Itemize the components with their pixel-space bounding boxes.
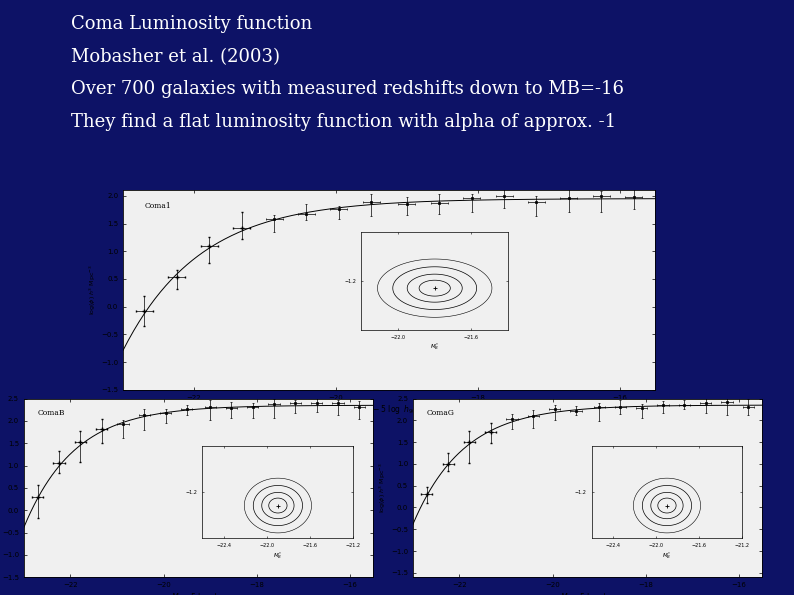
Text: Coma1: Coma1 xyxy=(145,202,171,211)
X-axis label: $M_B^*$: $M_B^*$ xyxy=(430,342,440,352)
X-axis label: $M_B^*$: $M_B^*$ xyxy=(662,550,672,560)
Text: Over 700 galaxies with measured redshifts down to MB=-16: Over 700 galaxies with measured redshift… xyxy=(71,80,624,98)
Text: ComaB: ComaB xyxy=(38,409,65,417)
X-axis label: $M_B^*$: $M_B^*$ xyxy=(273,550,283,560)
Text: They find a flat luminosity function with alpha of approx. -1: They find a flat luminosity function wit… xyxy=(71,113,617,131)
Text: Mobasher et al. (2003): Mobasher et al. (2003) xyxy=(71,48,280,65)
Y-axis label: $\log(\phi)\ h^3\ \mathrm{Mpc}^{-3}$: $\log(\phi)\ h^3\ \mathrm{Mpc}^{-3}$ xyxy=(378,462,388,513)
X-axis label: $M_b - 5\ \log\ h_{90}$: $M_b - 5\ \log\ h_{90}$ xyxy=(171,591,226,595)
Text: Coma Luminosity function: Coma Luminosity function xyxy=(71,15,313,33)
X-axis label: $M_b - 5\ \log\ h_{90}$: $M_b - 5\ \log\ h_{90}$ xyxy=(361,403,417,416)
Text: ComaG: ComaG xyxy=(427,409,455,417)
Y-axis label: $\log(\phi)\ h^3\ \mathrm{Mpc}^{-3}$: $\log(\phi)\ h^3\ \mathrm{Mpc}^{-3}$ xyxy=(88,265,98,315)
X-axis label: $M_b - 5\ \log\ h_{90}$: $M_b - 5\ \log\ h_{90}$ xyxy=(560,591,615,595)
